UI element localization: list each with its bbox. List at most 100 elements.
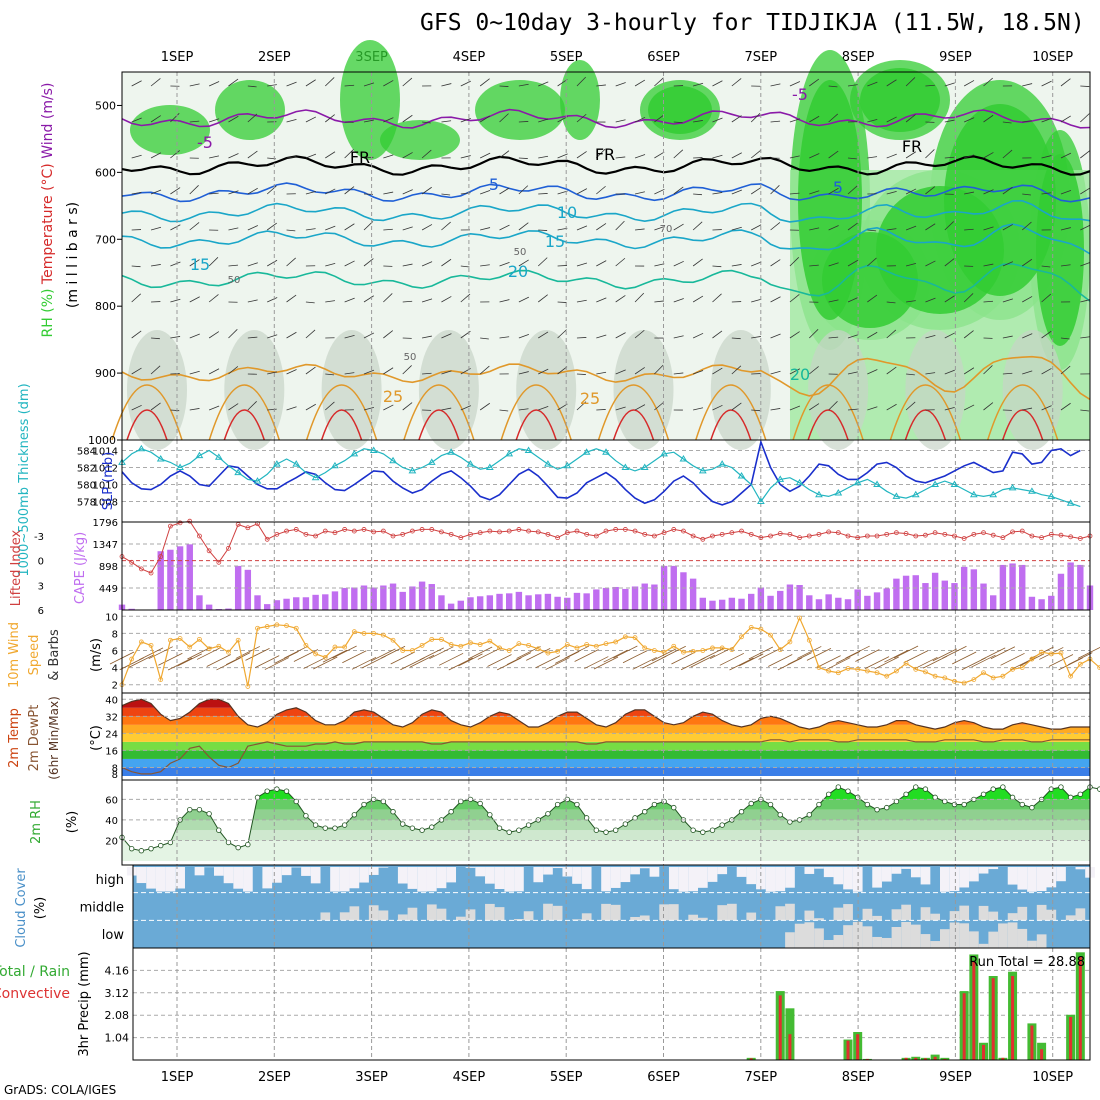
wind-barb (673, 298, 684, 303)
li-point (758, 535, 764, 541)
rh-point (1077, 791, 1084, 797)
wind-barb (247, 150, 258, 159)
cape-bar (709, 600, 716, 610)
wind-barb (1060, 152, 1072, 159)
cape-bar (515, 591, 523, 610)
wind-barb (402, 114, 413, 123)
cloud-cell-high (630, 867, 640, 875)
wind-barb (1060, 365, 1071, 375)
wind-speed-line (121, 616, 1100, 687)
wind-barb (1041, 330, 1052, 339)
li-point (293, 527, 299, 532)
wind-barb (942, 645, 967, 659)
li-point (584, 531, 590, 537)
cloud-cell-high (688, 867, 699, 892)
cape-bar (796, 585, 803, 610)
thickness-point (137, 444, 146, 452)
contour-label: 50 (228, 275, 241, 286)
temp-tick-label: 16 (105, 746, 118, 757)
wind-barb (789, 405, 801, 411)
wind-barb (422, 121, 431, 124)
wind-barb (402, 402, 413, 411)
thickness-point (311, 473, 320, 481)
rh-point (506, 829, 512, 835)
cloud-cell-low (920, 934, 931, 948)
rh-point (622, 821, 629, 827)
li-point (971, 531, 977, 537)
li-point (555, 535, 560, 541)
wind-barb (363, 295, 374, 303)
temp-ylabel-3: (6hr Min/Max) (47, 696, 61, 780)
wind-point (197, 636, 202, 642)
wind-barb (286, 81, 297, 87)
wind-barb (576, 188, 588, 195)
thickness-point (214, 453, 223, 460)
cape-bar (593, 589, 600, 610)
cloud-cell-low (814, 928, 824, 948)
y-tick-label: 800 (95, 300, 116, 313)
wind-barb (690, 654, 715, 668)
cloud-cell-high (494, 867, 505, 890)
wind-barb (634, 79, 646, 87)
wind-barb (460, 155, 471, 159)
wind-barb (576, 113, 587, 123)
cape-bar (476, 596, 484, 610)
cloud-cell-high (310, 867, 321, 884)
wind-barb (906, 300, 916, 303)
li-point (526, 528, 531, 534)
wind-barb (1060, 189, 1072, 195)
wind-barb (845, 645, 870, 659)
wind-barb (499, 409, 509, 412)
wind-barb (596, 148, 606, 159)
wind-point (758, 626, 764, 632)
rh-point (245, 841, 251, 848)
rh-point (477, 800, 483, 807)
rh-area (215, 80, 285, 140)
li-point (429, 527, 435, 532)
thickness-point (640, 463, 649, 470)
cape-bar (535, 594, 542, 610)
wind-barb (480, 189, 491, 195)
date-label-bottom: 10SEP (1032, 1070, 1073, 1085)
wind-barb (673, 186, 684, 195)
cloud-cell-middle (727, 903, 737, 921)
contour-label: 25 (580, 389, 600, 408)
wind-barb (731, 152, 742, 159)
wind-barb (964, 154, 975, 159)
cape-bar (980, 583, 987, 610)
thickness-point (563, 461, 572, 469)
cape-bar (883, 588, 890, 610)
li-point (981, 530, 986, 536)
wind-barb (196, 647, 222, 660)
cloud-cell-high (146, 867, 156, 889)
cloud-cell-middle (862, 908, 873, 921)
cloud-cell-high (426, 867, 437, 892)
wind-point (516, 641, 522, 647)
li-point (1010, 529, 1015, 535)
wind-barb (150, 78, 161, 87)
cloud-cell-high (155, 867, 166, 892)
wind-point (1058, 650, 1064, 656)
wind-point (313, 651, 319, 657)
wind-point (255, 625, 260, 631)
rh-point (525, 822, 532, 828)
rh-area (475, 80, 565, 140)
cloud-cell-low (862, 926, 873, 948)
cape-bar (1048, 595, 1055, 610)
y-tick-label: 700 (95, 233, 116, 246)
wind-barb (286, 257, 296, 267)
cloud-cell-low (1036, 934, 1047, 948)
wind-barb (1060, 115, 1071, 123)
wind-barb (170, 409, 180, 412)
wind-barb (770, 222, 781, 231)
cloud-cell-high (717, 867, 728, 875)
thickness-point (272, 460, 281, 467)
wind-barb (576, 299, 587, 303)
temp-ylabel-1: 2m Temp (7, 708, 22, 768)
temperature-contour (710, 409, 752, 441)
cloud-cell-low (959, 923, 970, 948)
precip-convective-bar (982, 1044, 986, 1060)
cloud-cell-middle (407, 907, 418, 921)
wind-barb (983, 226, 994, 231)
cape-bar (399, 591, 406, 610)
